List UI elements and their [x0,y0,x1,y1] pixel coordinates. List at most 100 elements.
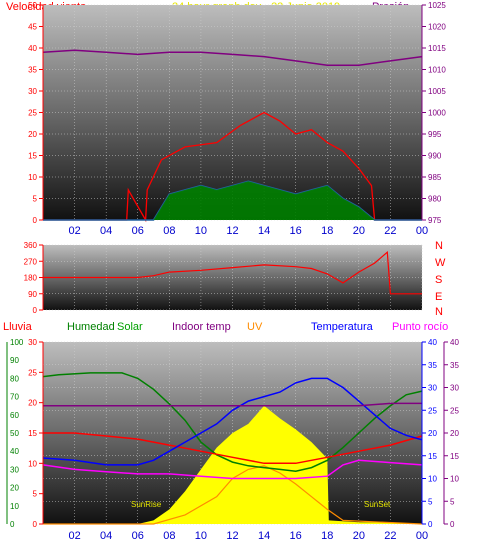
dew-tick-label: 40 [450,338,459,347]
humidity-tick-label: 20 [10,484,19,493]
humidity-tick-label: 90 [10,356,19,365]
y2-tick-label: 975 [428,216,442,225]
x-tick-label-bottom: 00 [416,530,428,542]
humidity-tick-label: 60 [10,411,19,420]
temp-tick-label: 20 [428,429,437,438]
y-tick-label: 15 [28,152,37,161]
humidity-tick-label: 0 [10,520,15,529]
y2-tick-label: 985 [428,173,442,182]
x-tick-label-top: 00 [416,225,428,237]
y2-tick-label: 1025 [428,1,446,10]
humidity-tick-label: 40 [10,447,19,456]
temp-tick-label: 5 [428,497,433,506]
x-tick-label-bottom: 14 [258,530,270,542]
y-tick-label: 360 [24,241,38,250]
y-tick-label: 20 [28,130,37,139]
y-tick-label: 10 [28,173,37,182]
temp-tick-label: 15 [428,452,437,461]
y-tick-label: 40 [28,44,37,53]
compass-w: W [435,257,446,269]
humidity-tick-label: 80 [10,374,19,383]
x-tick-label-bottom: 10 [195,530,207,542]
y2-tick-label: 990 [428,152,442,161]
y-tick-label: 0 [33,216,38,225]
x-tick-label-bottom: 02 [68,530,80,542]
dew-tick-label: 0 [450,520,455,529]
y2-tick-label: 980 [428,195,442,204]
x-tick-label-bottom: 18 [321,530,333,542]
temp-tick-label: 0 [428,520,433,529]
legend-humidity: Humedad [67,321,115,333]
y-tick-label: 270 [24,257,38,266]
x-tick-label-top: 04 [100,225,112,237]
legend-temperature: Temperatura [311,321,374,333]
temp-tick-label: 10 [428,475,437,484]
y2-tick-label: 1020 [428,23,446,32]
x-tick-label-top: 02 [68,225,80,237]
x-tick-label-top: 08 [163,225,175,237]
humidity-line [42,372,423,472]
y-tick-label: 180 [24,274,38,283]
rain-tick-label: 5 [33,490,38,499]
y-tick-label: 5 [33,195,38,204]
sunset-annotation: SunSet [364,500,391,509]
wind-direction-line [43,250,422,295]
x-tick-label-top: 20 [353,225,365,237]
compass-s: S [435,274,442,286]
x-tick-label-bottom: 12 [226,530,238,542]
uv-line [43,465,423,525]
dew-tick-label: 35 [450,361,459,370]
x-tick-label-bottom: 08 [163,530,175,542]
rain-tick-label: 20 [28,399,37,408]
legend-indoor-temp: Indoor temp [172,321,231,333]
compass-e: E [435,291,442,303]
temp-tick-label: 25 [428,406,437,415]
rain-tick-label: 15 [28,429,37,438]
y-tick-label: 90 [28,290,37,299]
x-tick-label-top: 06 [132,225,144,237]
sunrise-annotation: SunRise [131,500,162,509]
x-tick-label-bottom: 16 [290,530,302,542]
y-tick-label: 30 [28,87,37,96]
humidity-tick-label: 30 [10,465,19,474]
compass-n-bottom: N [435,306,443,318]
y-tick-label: 45 [28,23,37,32]
compass-n-top: N [435,240,443,252]
dew-tick-label: 20 [450,429,459,438]
rain-tick-label: 0 [33,520,38,529]
x-tick-label-top: 22 [384,225,396,237]
x-tick-label-bottom: 06 [132,530,144,542]
dewpoint-line [42,459,423,480]
dew-tick-label: 25 [450,406,459,415]
rain-tick-label: 10 [28,459,37,468]
pressure-line [42,49,423,66]
rain-tick-label: 25 [28,368,37,377]
dew-tick-label: 5 [450,497,455,506]
solar-area [43,405,422,524]
temp-tick-label: 40 [428,338,437,347]
x-tick-label-top: 16 [290,225,302,237]
humidity-tick-label: 70 [10,393,19,402]
x-tick-label-top: 14 [258,225,270,237]
y2-tick-label: 1010 [428,66,446,75]
x-tick-label-bottom: 04 [100,530,112,542]
legend-dewpoint: Punto rocío [392,321,448,333]
legend-uv: UV [247,321,263,333]
y-tick-label: 0 [33,306,38,315]
y-tick-label: 35 [28,66,37,75]
humidity-tick-label: 10 [10,502,19,511]
indoor-temp-line [43,402,422,407]
y2-tick-label: 995 [428,130,442,139]
dew-tick-label: 15 [450,452,459,461]
axis-ticks: 0510152025303540455097598098599099510001… [6,1,459,542]
x-tick-label-top: 18 [321,225,333,237]
humidity-tick-label: 50 [10,429,19,438]
x-tick-label-top: 12 [226,225,238,237]
temp-tick-label: 35 [428,361,437,370]
dew-tick-label: 30 [450,384,459,393]
legend-rain: Lluvia [3,321,33,333]
x-tick-label-bottom: 22 [384,530,396,542]
humidity-tick-label: 100 [10,338,24,347]
y-tick-label: 50 [28,1,37,10]
temp-tick-label: 30 [428,384,437,393]
